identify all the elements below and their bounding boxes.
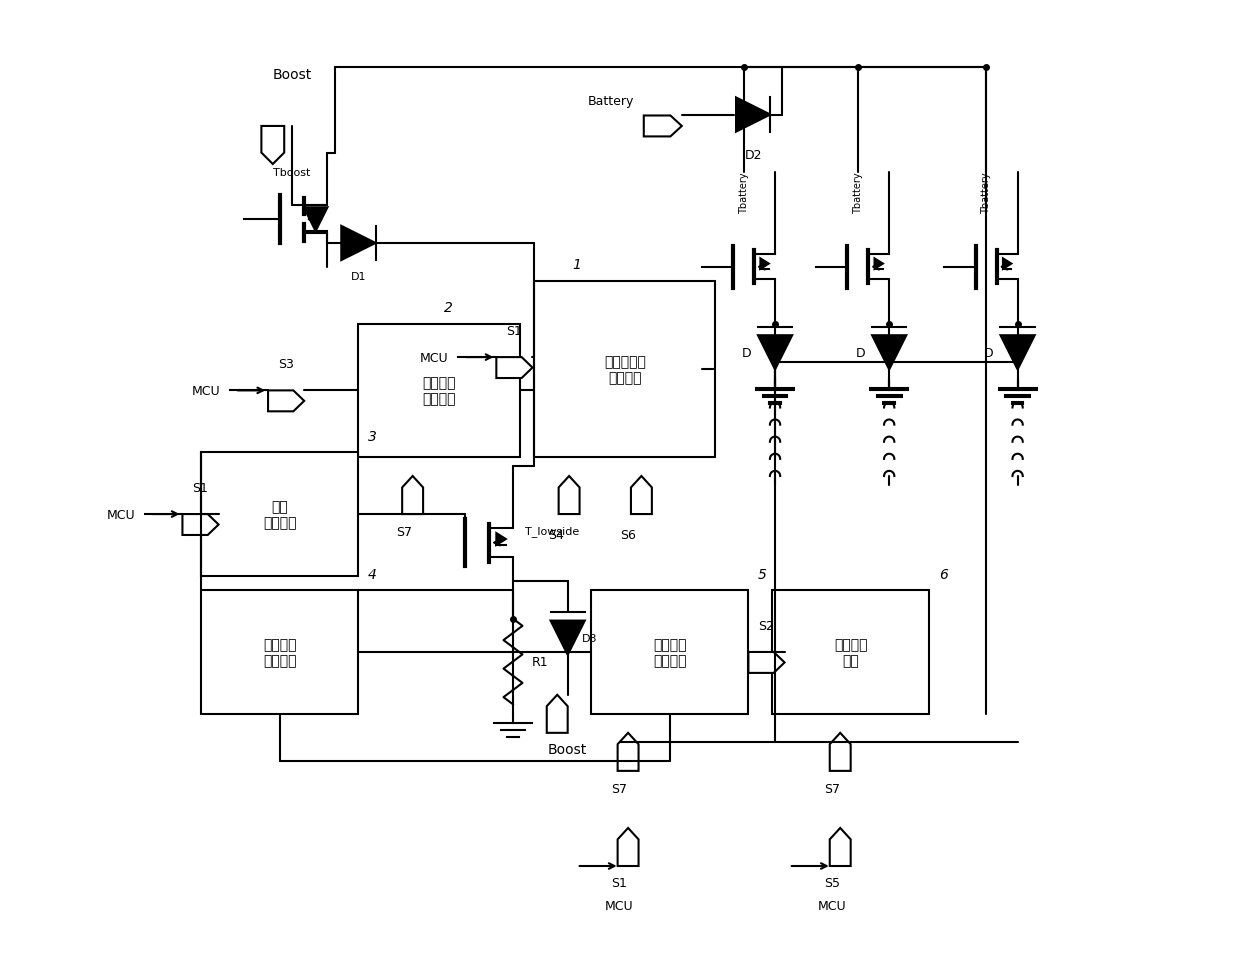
Text: 电流峰值
限制电路: 电流峰值 限制电路	[423, 375, 456, 406]
Text: 低端
逃通电路: 低端 逃通电路	[263, 499, 296, 530]
Polygon shape	[341, 227, 376, 261]
Text: R1: R1	[532, 656, 548, 668]
FancyBboxPatch shape	[773, 591, 929, 714]
Text: S1: S1	[506, 325, 522, 337]
Text: Tbattery: Tbattery	[981, 172, 991, 214]
FancyBboxPatch shape	[201, 591, 358, 714]
FancyBboxPatch shape	[534, 282, 715, 457]
Polygon shape	[496, 357, 532, 378]
Text: S5: S5	[823, 876, 839, 888]
Polygon shape	[268, 391, 304, 412]
FancyBboxPatch shape	[201, 453, 358, 577]
Text: Boost: Boost	[273, 69, 311, 82]
Text: D: D	[856, 347, 866, 359]
Polygon shape	[760, 259, 769, 270]
Text: D: D	[985, 347, 993, 359]
Text: 1: 1	[573, 258, 582, 273]
Polygon shape	[304, 208, 327, 232]
Polygon shape	[644, 116, 682, 137]
Polygon shape	[618, 733, 639, 771]
Polygon shape	[749, 652, 785, 673]
Polygon shape	[737, 98, 770, 132]
Text: 低端电流
采样电路: 低端电流 采样电路	[263, 638, 296, 667]
Text: 3: 3	[368, 429, 377, 443]
Text: S7: S7	[396, 526, 412, 538]
Text: MCU: MCU	[817, 900, 846, 912]
Polygon shape	[618, 828, 639, 866]
Polygon shape	[631, 476, 652, 515]
Polygon shape	[551, 621, 585, 655]
Text: D3: D3	[582, 633, 598, 643]
Polygon shape	[830, 828, 851, 866]
Text: Tbattery: Tbattery	[739, 172, 749, 214]
Polygon shape	[1003, 259, 1012, 270]
Polygon shape	[1001, 335, 1034, 370]
Text: 电流调制
电路: 电流调制 电路	[835, 638, 868, 667]
Polygon shape	[559, 476, 579, 515]
Polygon shape	[874, 259, 883, 270]
Text: Battery: Battery	[588, 94, 635, 108]
Text: S6: S6	[620, 529, 636, 541]
Text: S7: S7	[823, 782, 839, 796]
Text: MCU: MCU	[192, 384, 221, 397]
Text: Boost: Boost	[548, 742, 588, 757]
Text: S4: S4	[548, 529, 564, 541]
Text: S1: S1	[192, 481, 208, 495]
Polygon shape	[402, 476, 423, 515]
Text: 高端开关管
驱动电路: 高端开关管 驱动电路	[604, 355, 646, 385]
FancyBboxPatch shape	[591, 591, 749, 714]
Text: S1: S1	[611, 876, 627, 888]
Text: 5: 5	[758, 567, 766, 581]
Text: Tboost: Tboost	[273, 168, 310, 177]
Text: D: D	[742, 347, 751, 359]
Text: 4: 4	[368, 567, 377, 581]
Polygon shape	[496, 534, 506, 545]
Text: 2: 2	[444, 301, 453, 314]
Polygon shape	[547, 695, 568, 733]
Polygon shape	[262, 127, 284, 165]
Text: MCU: MCU	[107, 508, 135, 521]
Text: Tbattery: Tbattery	[853, 172, 863, 214]
Polygon shape	[830, 733, 851, 771]
Text: S7: S7	[611, 782, 627, 796]
Polygon shape	[758, 335, 792, 370]
Text: T_lowside: T_lowside	[525, 526, 579, 537]
Text: MCU: MCU	[420, 352, 449, 364]
Polygon shape	[872, 335, 906, 370]
Text: 6: 6	[939, 567, 947, 581]
Polygon shape	[182, 515, 218, 536]
Text: MCU: MCU	[605, 900, 634, 912]
FancyBboxPatch shape	[358, 324, 520, 457]
Text: S3: S3	[278, 358, 294, 371]
Text: 电流短路
保护电路: 电流短路 保护电路	[653, 638, 687, 667]
Text: D1: D1	[351, 273, 366, 282]
Text: S2: S2	[759, 619, 775, 633]
Text: D2: D2	[744, 149, 761, 162]
